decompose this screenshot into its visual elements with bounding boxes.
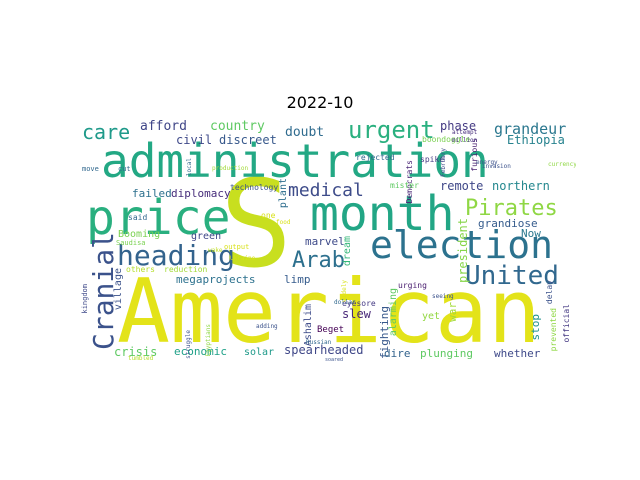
word: urging	[398, 281, 427, 290]
word: spike	[420, 155, 445, 164]
word: kingdom	[81, 284, 89, 314]
word: month	[310, 186, 455, 242]
word: dream	[342, 236, 353, 267]
word: diplomacy	[171, 187, 231, 200]
word: invasion	[482, 163, 511, 170]
word: eyesore	[342, 299, 376, 308]
word: afford	[140, 119, 187, 134]
word: production	[212, 165, 249, 172]
word: energy	[476, 159, 498, 166]
word: mister	[390, 181, 419, 190]
word: Ethiopia	[507, 133, 565, 147]
word: seeing	[432, 293, 454, 300]
word: widely	[341, 280, 348, 302]
word: alarming	[388, 288, 399, 337]
word: million	[452, 137, 478, 144]
word: plunging	[420, 347, 473, 360]
word: Russian	[306, 339, 332, 346]
word: Saudisa	[116, 239, 146, 247]
word: civil	[176, 133, 213, 147]
word: medical	[288, 180, 364, 201]
word: attempt	[452, 129, 478, 136]
word: election	[370, 223, 554, 267]
word: stop	[529, 314, 542, 341]
word: Arab	[292, 248, 345, 273]
word: said	[128, 213, 148, 222]
word: adding	[256, 323, 278, 330]
word: limp	[284, 273, 311, 286]
word: plant	[278, 178, 289, 209]
word: care	[82, 120, 131, 144]
word: war	[446, 302, 459, 322]
figure-title: 2022-10	[286, 93, 354, 112]
word: currency	[548, 161, 576, 168]
word: United	[465, 261, 559, 291]
word: food	[276, 219, 291, 226]
word: discreet	[219, 133, 277, 147]
word: local	[186, 158, 193, 177]
word: struggle	[185, 330, 192, 359]
word: boondoggle	[422, 135, 471, 144]
word: failed	[132, 187, 172, 200]
word: village	[113, 268, 124, 311]
word: Beget	[317, 325, 345, 335]
word: delay	[545, 280, 554, 305]
word: doubt	[285, 125, 325, 140]
word: official	[562, 304, 571, 343]
word: Ukraine	[230, 255, 256, 262]
word: one	[261, 211, 276, 220]
word-cloud: American S administration month price el…	[80, 118, 576, 366]
word: solar	[244, 347, 275, 358]
word: northern	[492, 179, 550, 193]
word: crisis	[114, 345, 158, 359]
word: prevented	[549, 308, 558, 352]
word: rejected	[356, 153, 395, 162]
word: S	[220, 156, 293, 295]
word: whether	[494, 347, 541, 360]
word: dire	[384, 347, 411, 360]
word: phase	[440, 119, 477, 133]
word: economic	[174, 345, 227, 358]
word: dollar	[334, 299, 356, 306]
word: soared	[325, 357, 344, 363]
word: wake	[208, 247, 223, 254]
word: American	[117, 260, 541, 363]
word: grandeur	[494, 120, 567, 138]
word: others	[126, 265, 155, 274]
word: Egyptians	[205, 324, 212, 357]
word: president	[456, 218, 470, 284]
word: country	[210, 119, 265, 134]
word: marvel	[305, 235, 345, 248]
word: Now	[521, 227, 541, 240]
word: tumbled	[128, 355, 154, 362]
word: remote	[440, 179, 484, 193]
word: technology	[230, 183, 279, 192]
word: reduction	[164, 265, 208, 274]
word: cut	[118, 165, 131, 173]
word: price	[86, 190, 231, 246]
word: February	[440, 148, 447, 177]
word: administration	[101, 134, 489, 188]
word: grandiose	[478, 217, 538, 230]
word: move	[82, 165, 99, 173]
word: megaprojects	[176, 273, 256, 286]
word: spearheaded	[284, 343, 364, 357]
word: heading	[117, 239, 236, 272]
word: Pirates	[465, 196, 558, 221]
word: yet	[422, 311, 441, 322]
word: green	[191, 231, 222, 242]
word: urgent	[348, 118, 435, 144]
word: Booming	[118, 229, 161, 240]
word: slew	[342, 307, 371, 321]
word: output	[224, 243, 250, 251]
